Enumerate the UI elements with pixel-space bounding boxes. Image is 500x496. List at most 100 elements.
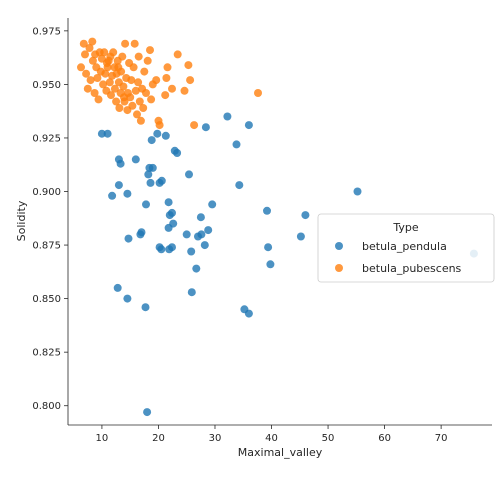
data-point-betula-pendula-54 (113, 283, 122, 292)
y-tick-label: 0.925 (32, 133, 61, 144)
data-point-betula-pendula-56 (141, 303, 150, 312)
y-tick-label: 0.850 (32, 294, 61, 305)
data-point-betula-pendula-45 (235, 181, 244, 190)
data-point-betula-pendula-59 (244, 309, 253, 318)
data-point-betula-pubescens-47 (129, 63, 138, 72)
data-point-betula-pendula-6 (123, 189, 132, 198)
data-point-betula-pendula-17 (153, 129, 162, 138)
data-point-betula-pubescens-13 (94, 95, 103, 104)
data-point-betula-pendula-44 (232, 140, 241, 149)
data-point-betula-pubescens-70 (173, 50, 182, 59)
data-point-betula-pubescens-77 (120, 93, 128, 102)
data-point-betula-pubescens-12 (93, 74, 102, 82)
x-axis-label: Maximal_valley (238, 446, 323, 459)
x-ticks: 10 20 30 40 50 60 70 (96, 425, 448, 444)
data-point-betula-pubescens-75 (254, 89, 262, 97)
data-point-betula-pubescens-0 (77, 63, 85, 72)
data-point-betula-pubescens-7 (88, 37, 97, 46)
data-point-betula-pendula-29 (165, 245, 174, 254)
data-point-betula-pendula-31 (173, 149, 182, 157)
data-point-betula-pendula-33 (185, 170, 193, 179)
legend-title: Type (392, 221, 418, 234)
data-point-betula-pendula-11 (142, 200, 150, 209)
data-point-betula-pendula-43 (223, 112, 232, 121)
data-point-betula-pendula-35 (192, 264, 201, 273)
data-point-betula-pubescens-79 (103, 59, 111, 67)
data-point-betula-pendula-8 (131, 155, 140, 164)
data-point-betula-pendula-42 (208, 200, 217, 209)
data-point-betula-pubescens-48 (130, 39, 139, 48)
data-point-betula-pubescens-56 (139, 104, 148, 112)
data-point-betula-pubescens-52 (134, 52, 143, 61)
data-point-betula-pendula-19 (157, 176, 166, 185)
data-point-betula-pubescens-39 (121, 39, 130, 48)
data-point-betula-pubescens-58 (142, 89, 150, 97)
data-point-betula-pubescens-37 (119, 82, 128, 91)
data-point-betula-pendula-46 (244, 121, 253, 130)
data-point-betula-pubescens-3 (82, 69, 91, 78)
data-point-betula-pendula-49 (266, 260, 275, 269)
axes (67, 18, 492, 426)
data-point-betula-pubescens-6 (86, 76, 95, 85)
plot-points (77, 37, 478, 417)
x-tick-label: 10 (96, 433, 109, 444)
data-point-betula-pubescens-49 (131, 86, 140, 95)
data-point-betula-pubescens-63 (152, 76, 161, 85)
data-point-betula-pendula-39 (200, 241, 209, 250)
data-point-betula-pubescens-76 (106, 52, 115, 61)
y-tick-label: 0.950 (32, 80, 61, 91)
data-point-betula-pendula-57 (187, 288, 196, 297)
data-point-betula-pendula-0 (97, 129, 106, 138)
data-point-betula-pendula-38 (197, 230, 206, 239)
data-point-betula-pendula-12 (144, 170, 153, 179)
data-point-betula-pendula-21 (157, 245, 166, 254)
legend-marker-betula-pubescens (335, 264, 343, 272)
data-point-betula-pubescens-59 (143, 56, 152, 65)
data-point-betula-pendula-41 (204, 226, 213, 235)
data-point-betula-pubescens-66 (161, 91, 170, 100)
data-point-betula-pubescens-65 (155, 121, 164, 130)
data-point-betula-pubescens-19 (101, 69, 110, 78)
x-tick-label: 20 (152, 433, 165, 444)
data-point-betula-pendula-2 (108, 191, 117, 200)
data-point-betula-pendula-5 (114, 181, 123, 190)
data-point-betula-pubescens-9 (90, 89, 99, 97)
data-point-betula-pendula-55 (123, 294, 132, 303)
data-point-betula-pubescens-18 (100, 48, 109, 57)
x-tick-label: 50 (322, 433, 335, 444)
data-point-betula-pubescens-68 (163, 63, 172, 72)
data-point-betula-pubescens-1 (79, 39, 88, 48)
data-point-betula-pubescens-5 (85, 44, 94, 52)
data-point-betula-pubescens-74 (190, 121, 199, 130)
data-point-betula-pendula-22 (161, 131, 170, 140)
legend-label-betula-pendula: betula_pendula (362, 240, 447, 253)
data-point-betula-pubescens-44 (126, 93, 135, 102)
data-point-betula-pubescens-4 (83, 84, 92, 93)
data-point-betula-pubescens-72 (184, 61, 193, 70)
y-tick-label: 0.900 (32, 187, 61, 198)
data-point-betula-pendula-15 (147, 136, 156, 145)
data-point-betula-pubescens-8 (88, 56, 97, 65)
y-tick-label: 0.975 (32, 26, 61, 37)
data-point-betula-pendula-40 (201, 123, 210, 132)
data-point-betula-pendula-48 (264, 243, 273, 252)
data-point-betula-pendula-7 (124, 234, 133, 243)
data-point-betula-pendula-26 (168, 208, 176, 217)
data-point-betula-pubescens-57 (140, 67, 149, 76)
y-tick-label: 0.875 (32, 241, 61, 252)
x-tick-label: 70 (435, 433, 448, 444)
data-point-betula-pendula-14 (148, 163, 157, 172)
data-point-betula-pubescens-51 (134, 78, 143, 87)
data-point-betula-pubescens-45 (127, 76, 136, 85)
x-tick-label: 60 (378, 433, 391, 444)
data-point-betula-pubescens-17 (99, 80, 108, 89)
data-point-betula-pendula-32 (182, 230, 191, 239)
data-point-betula-pendula-24 (164, 198, 173, 207)
data-point-betula-pendula-52 (353, 187, 362, 196)
data-point-betula-pendula-37 (196, 213, 205, 222)
data-point-betula-pendula-10 (137, 228, 146, 237)
data-point-betula-pubescens-53 (135, 97, 144, 106)
data-point-betula-pubescens-78 (114, 63, 123, 72)
data-point-betula-pendula-60 (143, 408, 152, 417)
data-point-betula-pubescens-61 (147, 95, 156, 104)
